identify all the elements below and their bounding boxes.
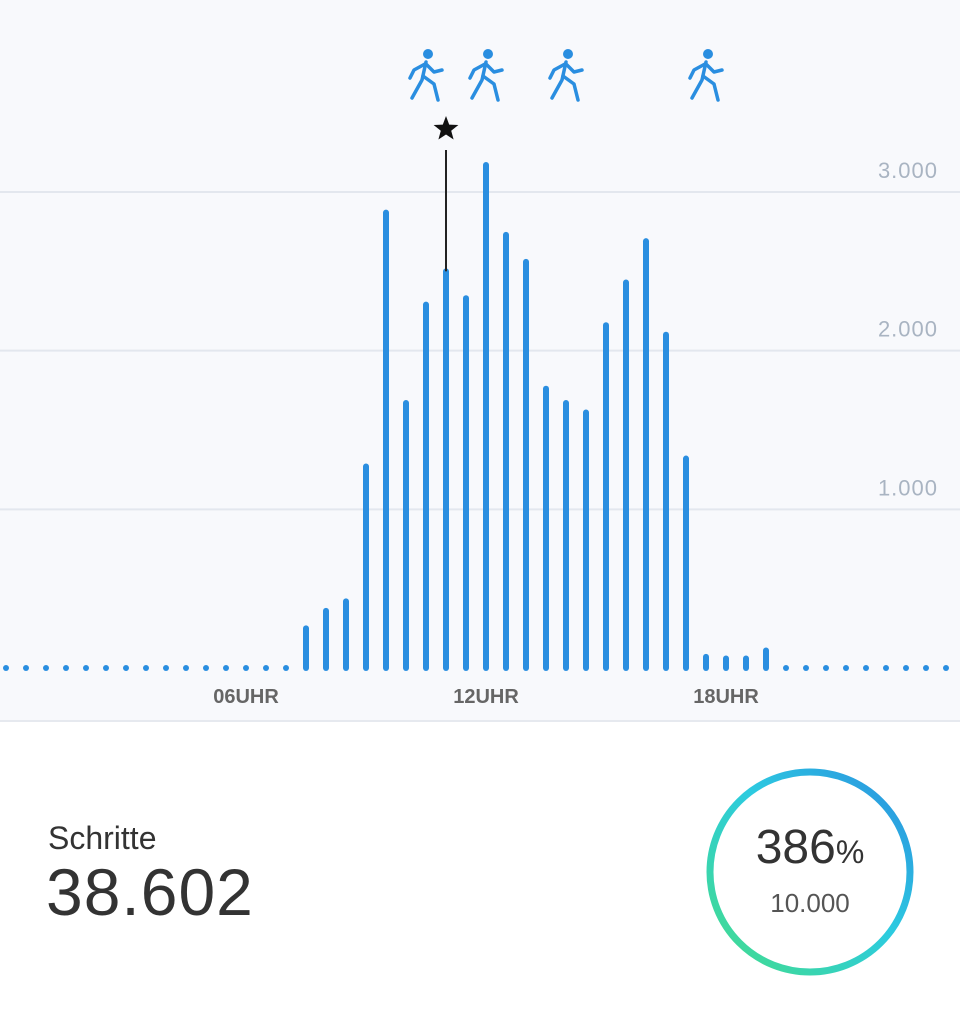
step-bar-zero-dot xyxy=(183,665,189,671)
step-bar-zero-dot xyxy=(843,665,849,671)
step-bar-zero-dot xyxy=(123,665,129,671)
step-bar-zero-dot xyxy=(863,665,869,671)
y-tick-label: 3.000 xyxy=(878,158,938,183)
step-bar-zero-dot xyxy=(23,665,29,671)
step-bar-zero-dot xyxy=(263,665,269,671)
walking-icon xyxy=(404,48,448,104)
step-bar-zero-dot xyxy=(143,665,149,671)
step-stats: Schritte 38.602 386% 10.000 xyxy=(0,722,960,1032)
x-tick-label: 06UHR xyxy=(213,686,279,708)
walking-icon xyxy=(684,48,728,104)
step-bar-zero-dot xyxy=(803,665,809,671)
step-bar-zero-dot xyxy=(883,665,889,671)
y-tick-label: 2.000 xyxy=(878,317,938,342)
goal-percent-sign: % xyxy=(835,834,865,870)
steps-label: Schritte xyxy=(48,820,157,856)
step-bar-zero-dot xyxy=(783,665,789,671)
goal-target: 10.000 xyxy=(770,888,850,918)
walking-icon xyxy=(544,48,588,104)
step-bar-zero-dot xyxy=(63,665,69,671)
step-chart: 1.000 2.000 3.000 06UHR 12UHR 18UHR xyxy=(0,116,960,708)
step-bar-zero-dot xyxy=(203,665,209,671)
step-bar-zero-dot xyxy=(283,665,289,671)
step-bar-zero-dot xyxy=(943,665,949,671)
step-bar-zero-dot xyxy=(923,665,929,671)
step-bar-zero-dot xyxy=(823,665,829,671)
goal-progress-ring xyxy=(706,768,914,976)
step-bar-zero-dot xyxy=(223,665,229,671)
x-tick-label: 18UHR xyxy=(693,686,759,708)
step-bar-zero-dot xyxy=(243,665,249,671)
steps-value: 38.602 xyxy=(46,855,254,929)
goal-ring-track xyxy=(706,768,914,976)
walking-icon xyxy=(464,48,508,104)
x-tick-label: 12UHR xyxy=(453,686,519,708)
step-bar-zero-dot xyxy=(3,665,9,671)
y-tick-label: 1.000 xyxy=(878,475,938,500)
step-bar-zero-dot xyxy=(103,665,109,671)
step-bar-zero-dot xyxy=(83,665,89,671)
step-bar-zero-dot xyxy=(903,665,909,671)
star-icon xyxy=(433,116,459,140)
step-bar-zero-dot xyxy=(43,665,49,671)
step-bar-zero-dot xyxy=(163,665,169,671)
goal-percent: 386% xyxy=(700,820,920,875)
goal-percent-value: 386 xyxy=(755,821,836,874)
step-chart-panel: 1.000 2.000 3.000 06UHR 12UHR 18UHR xyxy=(0,48,960,722)
